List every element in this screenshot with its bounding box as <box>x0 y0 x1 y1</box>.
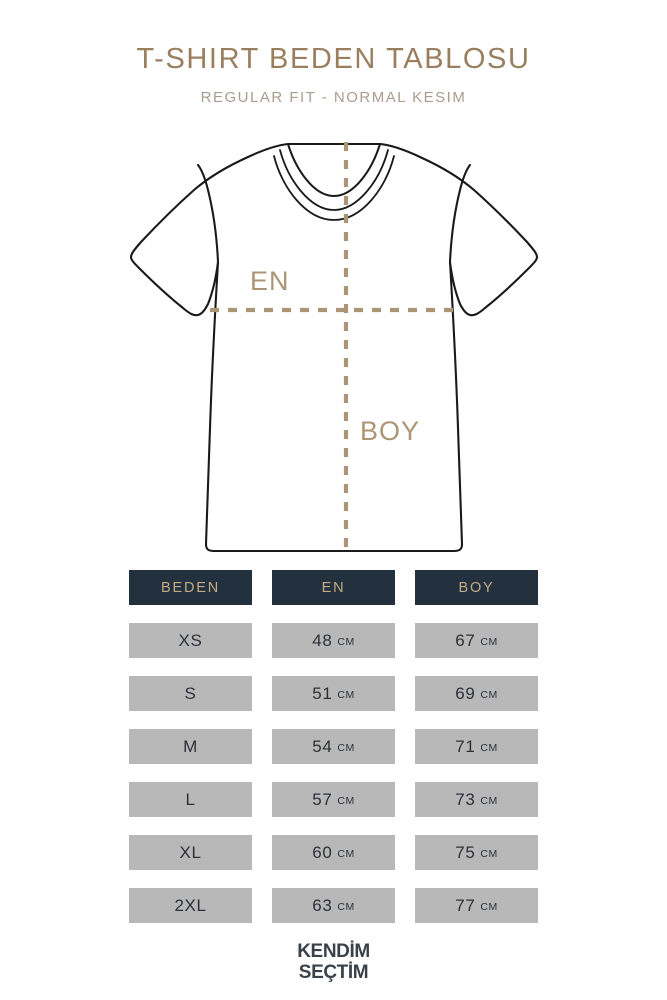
unit-label: CM <box>480 847 498 860</box>
length-measure-label: BOY <box>360 416 420 446</box>
table-header-row: BEDEN EN BOY <box>0 570 667 605</box>
cell-width-value: 63 <box>312 895 333 915</box>
cell-size: XS <box>129 623 252 658</box>
cell-size: L <box>129 782 252 817</box>
cell-width-value: 48 <box>312 630 333 650</box>
cell-width-value: 57 <box>312 789 333 809</box>
cell-length-value: 75 <box>455 842 476 862</box>
unit-label: CM <box>480 688 498 701</box>
width-measure-label: EN <box>250 266 290 296</box>
unit-label: CM <box>480 741 498 754</box>
unit-label: CM <box>480 900 498 913</box>
brand-logo-line-1: KENDİM <box>297 941 370 962</box>
cell-size: S <box>129 676 252 711</box>
cell-width: 57 CM <box>272 782 395 817</box>
page-subtitle: REGULAR FIT - NORMAL KESIM <box>200 88 467 106</box>
cell-length: 69 CM <box>415 676 538 711</box>
table-row: L 57 CM 73 CM <box>0 782 667 817</box>
brand-logo: KENDİM SEÇTİM <box>0 942 667 982</box>
cell-length: 75 CM <box>415 835 538 870</box>
cell-width-value: 60 <box>312 842 333 862</box>
column-header-beden: BEDEN <box>129 570 252 605</box>
size-table: BEDEN EN BOY XS 48 CM 67 CM S 51 CM 69 C… <box>0 570 667 941</box>
cell-width: 63 CM <box>272 888 395 923</box>
cell-length: 77 CM <box>415 888 538 923</box>
cell-length-value: 77 <box>455 895 476 915</box>
unit-label: CM <box>337 847 355 860</box>
cell-length-value: 69 <box>455 683 476 703</box>
unit-label: CM <box>337 688 355 701</box>
cell-width: 51 CM <box>272 676 395 711</box>
cell-length: 73 CM <box>415 782 538 817</box>
column-header-en: EN <box>272 570 395 605</box>
cell-width: 54 CM <box>272 729 395 764</box>
column-header-boy: BOY <box>415 570 538 605</box>
unit-label: CM <box>337 635 355 648</box>
unit-label: CM <box>337 900 355 913</box>
cell-size: 2XL <box>129 888 252 923</box>
cell-size: M <box>129 729 252 764</box>
cell-length: 67 CM <box>415 623 538 658</box>
table-row: XL 60 CM 75 CM <box>0 835 667 870</box>
cell-length-value: 67 <box>455 630 476 650</box>
chart-header: T-SHIRT BEDEN TABLOSU REGULAR FIT - NORM… <box>0 43 667 106</box>
unit-label: CM <box>480 794 498 807</box>
cell-width: 48 CM <box>272 623 395 658</box>
table-row: S 51 CM 69 CM <box>0 676 667 711</box>
cell-width: 60 CM <box>272 835 395 870</box>
unit-label: CM <box>337 794 355 807</box>
cell-length-value: 73 <box>455 789 476 809</box>
brand-logo-line-2: SEÇTİM <box>298 962 369 983</box>
table-row: M 54 CM 71 CM <box>0 729 667 764</box>
cell-width-value: 51 <box>312 683 333 703</box>
cell-length: 71 CM <box>415 729 538 764</box>
cell-size: XL <box>129 835 252 870</box>
unit-label: CM <box>480 635 498 648</box>
cell-length-value: 71 <box>455 736 476 756</box>
table-row: 2XL 63 CM 77 CM <box>0 888 667 923</box>
cell-width-value: 54 <box>312 736 333 756</box>
table-row: XS 48 CM 67 CM <box>0 623 667 658</box>
page-title: T-SHIRT BEDEN TABLOSU <box>136 43 531 75</box>
t-shirt-illustration: EN BOY <box>128 128 540 568</box>
unit-label: CM <box>337 741 355 754</box>
